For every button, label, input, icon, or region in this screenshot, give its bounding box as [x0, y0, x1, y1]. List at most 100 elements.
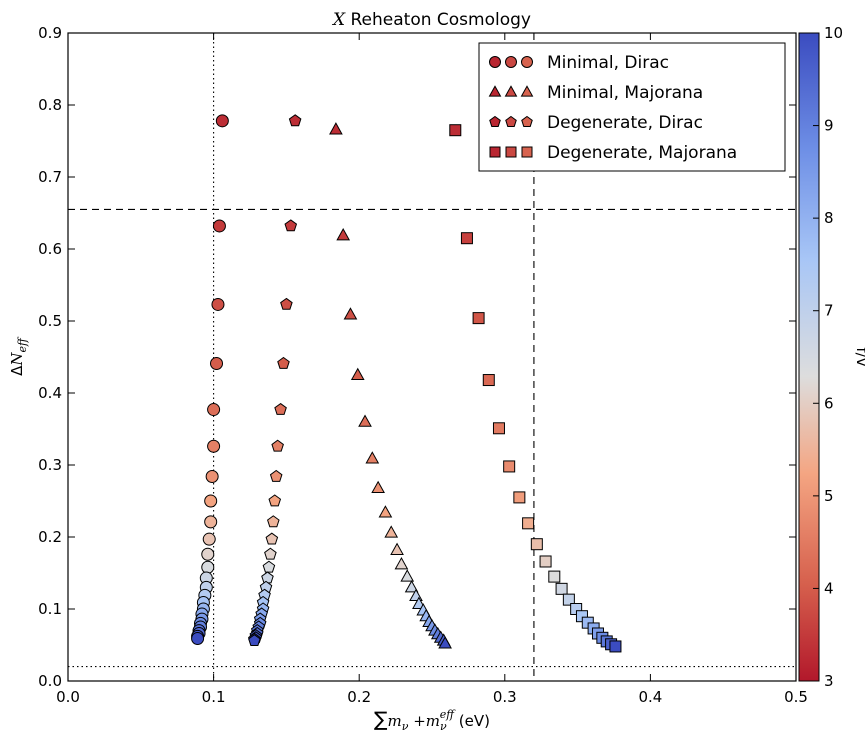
y-axis-label: ΔNeff: [8, 336, 29, 376]
point-minimal-dirac: [201, 547, 215, 561]
point-degenerate-majorana: [555, 582, 568, 595]
colorbar: 3 4 5 6 7 8 9 10 f/v: [798, 24, 865, 690]
legend-marker-square: [489, 146, 501, 158]
point-minimal-majorana: [343, 307, 358, 320]
point-minimal-dirac: [215, 114, 229, 128]
legend-marker-pentagon: [505, 115, 517, 127]
colorbar-tick-label: 5: [824, 487, 834, 505]
point-minimal-majorana: [336, 227, 351, 241]
point-minimal-majorana: [371, 480, 385, 494]
y-tick-label: 0.5: [38, 312, 62, 330]
legend-marker-square: [505, 146, 517, 158]
point-minimal-dirac: [210, 356, 224, 370]
x-tick-label: 0.1: [202, 688, 226, 706]
x-axis-label: ∑mν +mνeff (eV): [374, 707, 490, 733]
point-degenerate-majorana: [562, 593, 575, 606]
point-degenerate-dirac: [248, 634, 261, 647]
colorbar-gradient: [798, 32, 820, 682]
point-degenerate-majorana: [609, 640, 622, 653]
data-markers: [191, 114, 622, 653]
legend-label-minimal-dirac: Minimal, Dirac: [547, 53, 669, 73]
legend-label-minimal-majorana: Minimal, Majorana: [547, 83, 703, 103]
point-minimal-majorana: [329, 122, 343, 135]
legend-marker-circle: [521, 56, 533, 68]
legend: Minimal, Dirac Minimal, Majorana Degener…: [478, 42, 786, 172]
y-tick-label: 0.3: [38, 456, 62, 474]
point-minimal-majorana: [378, 505, 393, 518]
point-minimal-majorana: [384, 525, 399, 538]
colorbar-tick-label: 8: [824, 209, 834, 227]
legend-markers: [488, 56, 534, 158]
point-degenerate-dirac: [262, 560, 276, 573]
x-tick-label: 0.3: [493, 688, 517, 706]
point-minimal-majorana: [365, 451, 380, 464]
y-tick-label: 0.8: [38, 96, 62, 114]
point-degenerate-majorana: [548, 570, 561, 583]
point-minimal-dirac: [204, 494, 218, 508]
point-minimal-dirac: [204, 515, 218, 529]
point-degenerate-dirac: [288, 114, 302, 127]
legend-marker-circle: [505, 56, 517, 68]
point-minimal-dirac: [207, 439, 221, 453]
point-minimal-dirac: [201, 560, 215, 574]
legend-label-degenerate-majorana: Degenerate, Majorana: [547, 143, 737, 163]
point-minimal-majorana: [358, 414, 372, 427]
y-tick-label: 0.1: [38, 600, 62, 618]
point-degenerate-dirac: [274, 402, 287, 415]
point-minimal-majorana: [394, 557, 409, 570]
point-minimal-dirac: [191, 632, 205, 646]
legend-marker-triangle: [520, 85, 534, 97]
legend-marker-pentagon: [489, 115, 501, 127]
point-degenerate-dirac: [271, 439, 284, 452]
point-minimal-majorana: [400, 569, 415, 582]
x-tick-label: 0.2: [347, 688, 371, 706]
colorbar-ticks: 3 4 5 6 7 8 9 10: [813, 24, 843, 690]
legend-marker-square: [521, 146, 533, 158]
y-tick-label: 0.2: [38, 528, 62, 546]
legend-marker-circle: [489, 56, 501, 68]
point-degenerate-dirac: [277, 356, 290, 369]
y-tick-label: 0.4: [38, 384, 62, 402]
point-degenerate-dirac: [265, 532, 279, 545]
point-degenerate-majorana: [482, 374, 495, 387]
point-degenerate-dirac: [280, 297, 293, 310]
x-tick-label: 0.5: [784, 688, 808, 706]
point-minimal-dirac: [202, 532, 216, 546]
point-minimal-dirac: [211, 297, 225, 311]
point-degenerate-dirac: [284, 219, 298, 232]
point-degenerate-dirac: [268, 494, 282, 507]
point-degenerate-majorana: [539, 555, 552, 568]
point-degenerate-dirac: [261, 571, 274, 584]
point-degenerate-majorana: [513, 491, 526, 504]
point-minimal-majorana: [390, 542, 404, 555]
point-degenerate-majorana: [530, 538, 543, 551]
colorbar-tick-label: 9: [824, 117, 834, 135]
legend-marker-triangle: [488, 85, 502, 97]
point-degenerate-majorana: [472, 312, 485, 325]
y-tick-label: 0.7: [38, 168, 62, 186]
point-degenerate-majorana: [492, 422, 505, 435]
colorbar-tick-label: 4: [824, 579, 834, 597]
point-minimal-dirac: [212, 219, 226, 233]
colorbar-tick-label: 3: [824, 672, 834, 690]
point-degenerate-dirac: [269, 469, 283, 482]
point-degenerate-majorana: [503, 460, 516, 473]
point-minimal-majorana: [438, 636, 452, 649]
x-tick-label: 0.4: [638, 688, 662, 706]
point-minimal-majorana: [404, 580, 419, 593]
y-tick-label: 0.6: [38, 240, 62, 258]
plot-frame: [67, 32, 797, 682]
colorbar-tick-label: 7: [824, 302, 834, 320]
point-degenerate-dirac: [267, 515, 280, 528]
y-tick-label: 0.0: [38, 672, 62, 690]
x-axis-ticks: 0.0 0.1 0.2 0.3 0.4 0.5: [56, 33, 808, 706]
point-minimal-majorana: [350, 367, 365, 380]
colorbar-tick-label: 6: [824, 394, 834, 412]
point-degenerate-majorana: [522, 517, 535, 530]
legend-marker-triangle: [504, 85, 518, 97]
y-axis-ticks: 0.0 0.1 0.2 0.3 0.4 0.5 0.6 0.7 0.8 0.9: [38, 24, 796, 690]
point-degenerate-dirac: [264, 547, 277, 560]
legend-marker-pentagon: [521, 115, 533, 127]
chart-title: X Reheaton Cosmology: [331, 10, 531, 30]
